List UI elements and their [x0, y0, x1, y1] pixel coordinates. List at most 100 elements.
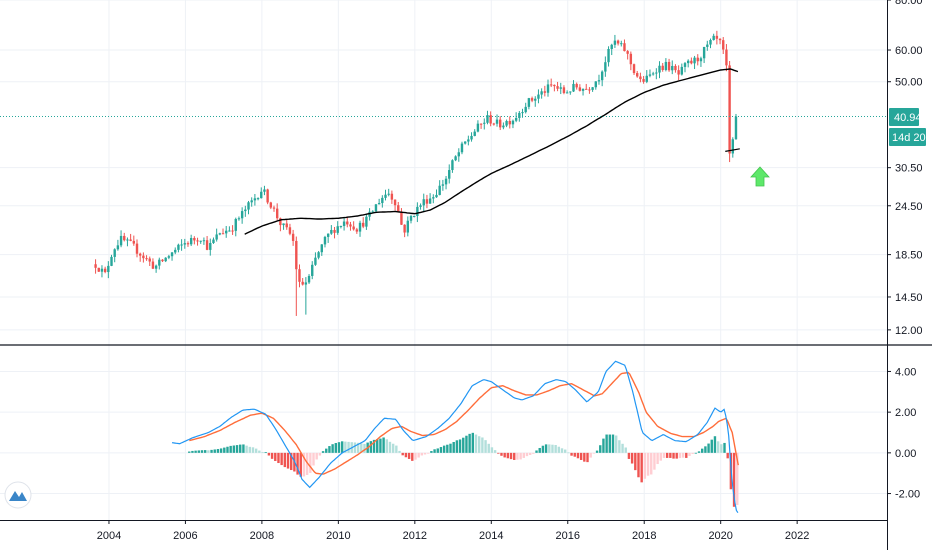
- histogram-bar[interactable]: [235, 445, 239, 453]
- histogram-bar[interactable]: [637, 452, 640, 478]
- candle-body[interactable]: [244, 209, 247, 212]
- candle-body[interactable]: [275, 208, 279, 219]
- candle-body[interactable]: [428, 198, 432, 204]
- histogram-bar[interactable]: [388, 441, 392, 453]
- candle-body[interactable]: [623, 43, 626, 52]
- histogram-bar[interactable]: [551, 444, 554, 453]
- candle-body[interactable]: [387, 193, 390, 195]
- candle-body[interactable]: [731, 139, 734, 154]
- candle-body[interactable]: [594, 81, 597, 88]
- histogram-bar[interactable]: [194, 450, 197, 453]
- candle-body[interactable]: [110, 256, 113, 266]
- candle-body[interactable]: [565, 92, 569, 94]
- histogram-bar[interactable]: [513, 452, 516, 460]
- histogram-bar[interactable]: [659, 452, 662, 461]
- candle-body[interactable]: [158, 259, 161, 266]
- histogram-bar[interactable]: [694, 452, 698, 454]
- candle-body[interactable]: [693, 57, 696, 64]
- histogram-bar[interactable]: [188, 451, 191, 453]
- histogram-bar[interactable]: [296, 452, 299, 475]
- candle-body[interactable]: [610, 44, 613, 50]
- histogram-bar[interactable]: [544, 444, 548, 453]
- candle-body[interactable]: [279, 218, 282, 226]
- candle-body[interactable]: [553, 84, 556, 87]
- candle-body[interactable]: [129, 239, 132, 241]
- candle-body[interactable]: [546, 84, 550, 93]
- histogram-bar[interactable]: [589, 452, 592, 458]
- candle-body[interactable]: [527, 98, 531, 107]
- histogram-bar[interactable]: [302, 452, 306, 477]
- histogram-bar[interactable]: [449, 443, 452, 453]
- histogram-bar[interactable]: [573, 452, 576, 457]
- candle-body[interactable]: [352, 226, 355, 230]
- candle-body[interactable]: [607, 49, 610, 63]
- histogram-bar[interactable]: [503, 452, 506, 458]
- histogram-bar[interactable]: [315, 452, 318, 460]
- candle-body[interactable]: [132, 240, 136, 244]
- candle-body[interactable]: [508, 120, 511, 125]
- histogram-bar[interactable]: [325, 448, 328, 453]
- candle-body[interactable]: [177, 244, 180, 250]
- candle-body[interactable]: [320, 244, 323, 253]
- candle-body[interactable]: [642, 79, 645, 82]
- candle-body[interactable]: [174, 249, 177, 253]
- candle-body[interactable]: [460, 143, 464, 153]
- histogram-bar[interactable]: [242, 444, 245, 453]
- candle-body[interactable]: [288, 227, 292, 234]
- histogram-bar[interactable]: [487, 443, 490, 453]
- candle-body[interactable]: [119, 235, 123, 246]
- candle-body[interactable]: [712, 35, 715, 40]
- histogram-bar[interactable]: [356, 442, 360, 453]
- candle-body[interactable]: [167, 256, 171, 258]
- histogram-bar[interactable]: [500, 452, 503, 456]
- histogram-bar[interactable]: [395, 445, 398, 453]
- candle-body[interactable]: [470, 135, 473, 140]
- histogram-bar[interactable]: [210, 449, 213, 453]
- candle-body[interactable]: [339, 225, 343, 227]
- candle-body[interactable]: [521, 112, 524, 114]
- candle-body[interactable]: [674, 65, 677, 71]
- histogram-bar[interactable]: [634, 452, 637, 471]
- histogram-bar[interactable]: [630, 452, 634, 464]
- candle-body[interactable]: [661, 65, 664, 70]
- candle-body[interactable]: [467, 139, 470, 142]
- histogram-bar[interactable]: [665, 452, 669, 458]
- histogram-bar[interactable]: [490, 447, 494, 453]
- candle-body[interactable]: [346, 221, 349, 225]
- candle-body[interactable]: [193, 237, 196, 241]
- histogram-bar[interactable]: [439, 447, 443, 453]
- histogram-bar[interactable]: [656, 452, 659, 465]
- candle-body[interactable]: [247, 202, 250, 210]
- histogram-bar[interactable]: [267, 452, 271, 456]
- histogram-bar[interactable]: [576, 452, 580, 459]
- histogram-bar[interactable]: [353, 442, 357, 453]
- candle-body[interactable]: [435, 194, 438, 198]
- candle-body[interactable]: [639, 76, 642, 80]
- histogram-bar[interactable]: [621, 443, 624, 453]
- histogram-bar[interactable]: [251, 447, 255, 453]
- histogram-bar[interactable]: [203, 450, 207, 453]
- candle-body[interactable]: [419, 205, 422, 207]
- candle-body[interactable]: [671, 65, 674, 71]
- histogram-bar[interactable]: [477, 436, 481, 453]
- histogram-bar[interactable]: [497, 452, 500, 454]
- candle-body[interactable]: [161, 259, 164, 262]
- histogram-bar[interactable]: [681, 452, 685, 458]
- candle-body[interactable]: [231, 230, 234, 232]
- candle-body[interactable]: [451, 160, 454, 171]
- candle-body[interactable]: [591, 87, 594, 90]
- candle-body[interactable]: [164, 257, 167, 262]
- candle-body[interactable]: [479, 123, 483, 125]
- histogram-bar[interactable]: [688, 452, 691, 456]
- histogram-bar[interactable]: [493, 450, 497, 453]
- candle-body[interactable]: [151, 261, 155, 269]
- candle-body[interactable]: [397, 205, 400, 212]
- candle-body[interactable]: [393, 199, 397, 206]
- histogram-bar[interactable]: [685, 452, 688, 458]
- candle-body[interactable]: [683, 63, 687, 67]
- histogram-bar[interactable]: [411, 452, 414, 461]
- candle-body[interactable]: [438, 185, 441, 195]
- histogram-bar[interactable]: [360, 443, 363, 453]
- histogram-bar[interactable]: [401, 452, 404, 456]
- histogram-bar[interactable]: [223, 447, 226, 453]
